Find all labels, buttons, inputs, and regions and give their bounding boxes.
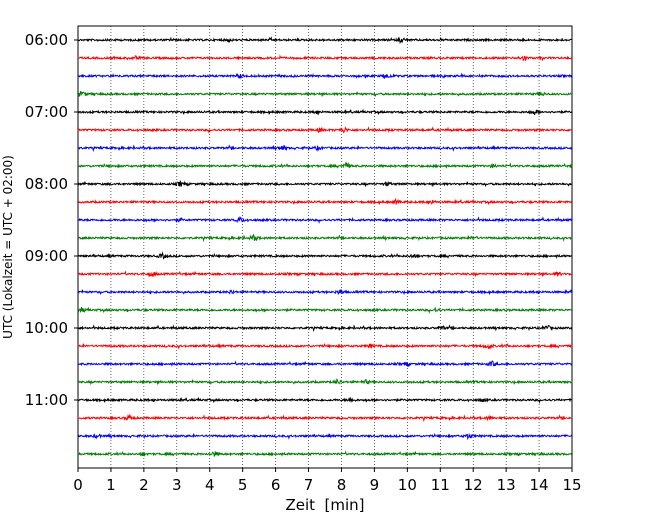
trace-0715 [77, 125, 573, 134]
trace-0730 [77, 144, 573, 153]
trace-1130 [77, 432, 573, 441]
y-tick-label: 09:00 [25, 247, 68, 265]
y-tick-label: 08:00 [25, 175, 68, 193]
trace-0845 [77, 233, 573, 243]
x-tick-label: 13 [497, 476, 516, 494]
trace-0900 [77, 251, 573, 260]
x-tick-label: 1 [106, 476, 116, 494]
trace-1000 [77, 324, 573, 333]
trace-0815 [77, 197, 573, 206]
x-tick-label: 5 [238, 476, 248, 494]
trace-1115 [77, 413, 573, 423]
x-axis: 0 1 2 3 4 5 6 7 8 9 10 11 12 13 14 15 [73, 468, 582, 494]
y-axis: 06:00 07:00 08:00 09:00 10:00 11:00 [25, 31, 78, 409]
trace-1100 [77, 396, 573, 404]
x-tick-label: 6 [271, 476, 281, 494]
trace-0830 [77, 215, 573, 224]
y-tick-label: 10:00 [25, 319, 68, 337]
trace-0645 [77, 90, 573, 98]
x-tick-label: 0 [73, 476, 83, 494]
trace-0800 [77, 179, 573, 188]
x-axis-label: Zeit [min] [285, 496, 364, 514]
x-tick-label: 10 [398, 476, 417, 494]
trace-0915 [77, 270, 573, 278]
x-tick-label: 15 [562, 476, 581, 494]
trace-1030 [77, 360, 573, 368]
traces [77, 36, 573, 458]
x-tick-label: 12 [464, 476, 483, 494]
x-tick-label: 3 [172, 476, 182, 494]
trace-0945 [77, 306, 573, 314]
x-tick-label: 9 [370, 476, 380, 494]
x-tick-label: 8 [337, 476, 347, 494]
x-tick-label: 2 [139, 476, 149, 494]
trace-0745 [77, 161, 573, 169]
y-tick-label: 06:00 [25, 31, 68, 49]
trace-1015 [77, 342, 573, 351]
plot-frame [77, 25, 573, 469]
trace-1145 [77, 450, 573, 458]
x-tick-label: 11 [431, 476, 450, 494]
trace-0700 [77, 108, 573, 116]
trace-1045 [77, 377, 573, 386]
y-tick-label: 11:00 [25, 391, 68, 409]
trace-0600 [77, 36, 573, 45]
trace-0615 [77, 54, 573, 62]
y-tick-label: 07:00 [25, 103, 68, 121]
y-axis-label: UTC (Lokalzeit = UTC + 02:00) [1, 155, 15, 339]
trace-0930 [77, 289, 573, 296]
x-tick-label: 14 [530, 476, 549, 494]
x-tick-label: 4 [205, 476, 215, 494]
trace-0630 [77, 72, 573, 80]
x-tick-label: 7 [304, 476, 314, 494]
